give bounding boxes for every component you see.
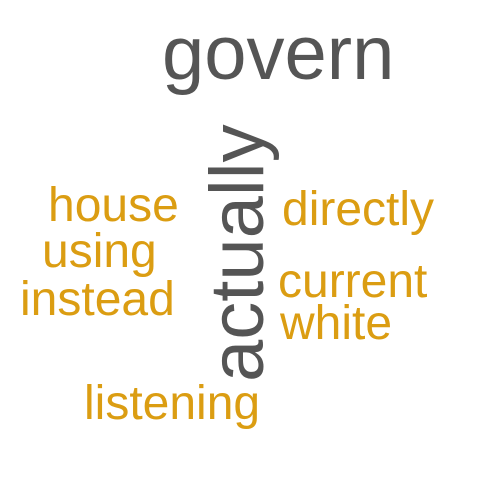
- word-house: house: [48, 179, 179, 232]
- word-actually: actually: [195, 124, 280, 382]
- word-instead: instead: [20, 273, 175, 326]
- word-white: white: [280, 297, 393, 350]
- word-directly: directly: [282, 183, 435, 236]
- word-govern: govern: [162, 11, 395, 96]
- word-listening: listening: [84, 377, 261, 430]
- word-using: using: [42, 225, 157, 278]
- word-current: current: [278, 255, 428, 308]
